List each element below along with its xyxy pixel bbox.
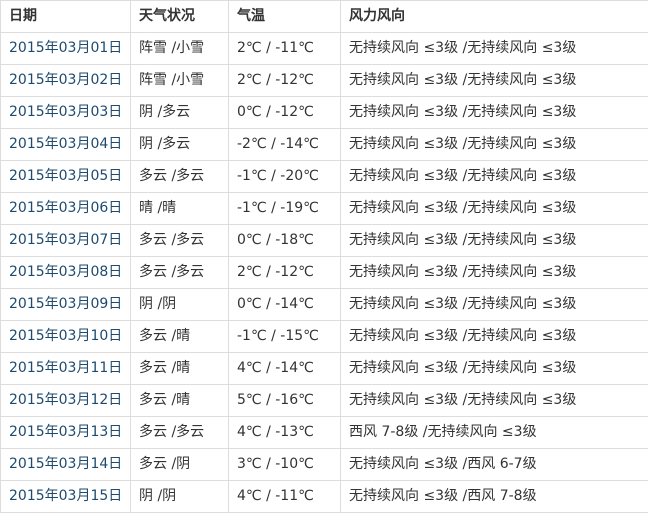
wind-cell: 无持续风向 ≤3级 /无持续风向 ≤3级	[340, 352, 648, 385]
date-link[interactable]: 2015年03月09日	[9, 296, 123, 312]
date-cell: 2015年03月04日	[0, 128, 131, 161]
temperature-cell: -2℃ / -14℃	[228, 128, 341, 161]
weather-cell: 多云 /多云	[130, 256, 229, 289]
date-link[interactable]: 2015年03月12日	[9, 392, 123, 408]
date-cell: 2015年03月07日	[0, 224, 131, 257]
date-cell: 2015年03月15日	[0, 480, 131, 513]
temperature-cell: 4℃ / -11℃	[228, 480, 341, 513]
table-body: 2015年03月01日 阵雪 /小雪 2℃ / -11℃ 无持续风向 ≤3级 /…	[0, 32, 648, 513]
date-link[interactable]: 2015年03月08日	[9, 264, 123, 280]
date-cell: 2015年03月01日	[0, 32, 131, 65]
column-header-date: 日期	[0, 0, 131, 33]
table-row: 2015年03月15日 阴 /阴 4℃ / -11℃ 无持续风向 ≤3级 /西风…	[0, 480, 648, 513]
temperature-cell: -1℃ / -15℃	[228, 320, 341, 353]
temperature-cell: 0℃ / -12℃	[228, 96, 341, 129]
temperature-cell: -1℃ / -20℃	[228, 160, 341, 193]
temperature-cell: -1℃ / -19℃	[228, 192, 341, 225]
weather-cell: 阴 /多云	[130, 128, 229, 161]
temperature-cell: 5℃ / -16℃	[228, 384, 341, 417]
temperature-cell: 2℃ / -12℃	[228, 64, 341, 97]
date-cell: 2015年03月12日	[0, 384, 131, 417]
weather-cell: 阴 /阴	[130, 480, 229, 513]
table-row: 2015年03月10日 多云 /晴 -1℃ / -15℃ 无持续风向 ≤3级 /…	[0, 320, 648, 353]
date-link[interactable]: 2015年03月15日	[9, 488, 123, 504]
wind-cell: 无持续风向 ≤3级 /无持续风向 ≤3级	[340, 320, 648, 353]
temperature-cell: 0℃ / -14℃	[228, 288, 341, 321]
temperature-cell: 2℃ / -11℃	[228, 32, 341, 65]
wind-cell: 无持续风向 ≤3级 /无持续风向 ≤3级	[340, 32, 648, 65]
date-link[interactable]: 2015年03月01日	[9, 40, 123, 56]
date-link[interactable]: 2015年03月05日	[9, 168, 123, 184]
date-cell: 2015年03月10日	[0, 320, 131, 353]
date-link[interactable]: 2015年03月06日	[9, 200, 123, 216]
date-cell: 2015年03月14日	[0, 448, 131, 481]
weather-cell: 多云 /晴	[130, 352, 229, 385]
table-row: 2015年03月03日 阴 /多云 0℃ / -12℃ 无持续风向 ≤3级 /无…	[0, 96, 648, 129]
temperature-cell: 2℃ / -12℃	[228, 256, 341, 289]
weather-cell: 阵雪 /小雪	[130, 64, 229, 97]
date-cell: 2015年03月02日	[0, 64, 131, 97]
weather-cell: 阴 /多云	[130, 96, 229, 129]
wind-cell: 无持续风向 ≤3级 /无持续风向 ≤3级	[340, 384, 648, 417]
table-row: 2015年03月09日 阴 /阴 0℃ / -14℃ 无持续风向 ≤3级 /无持…	[0, 288, 648, 321]
wind-cell: 无持续风向 ≤3级 /无持续风向 ≤3级	[340, 160, 648, 193]
wind-cell: 无持续风向 ≤3级 /西风 6-7级	[340, 448, 648, 481]
table-row: 2015年03月08日 多云 /多云 2℃ / -12℃ 无持续风向 ≤3级 /…	[0, 256, 648, 289]
wind-cell: 无持续风向 ≤3级 /无持续风向 ≤3级	[340, 64, 648, 97]
weather-cell: 阴 /阴	[130, 288, 229, 321]
date-link[interactable]: 2015年03月10日	[9, 328, 123, 344]
table-row: 2015年03月05日 多云 /多云 -1℃ / -20℃ 无持续风向 ≤3级 …	[0, 160, 648, 193]
date-link[interactable]: 2015年03月14日	[9, 456, 123, 472]
table-row: 2015年03月11日 多云 /晴 4℃ / -14℃ 无持续风向 ≤3级 /无…	[0, 352, 648, 385]
wind-cell: 无持续风向 ≤3级 /西风 7-8级	[340, 480, 648, 513]
wind-cell: 无持续风向 ≤3级 /无持续风向 ≤3级	[340, 192, 648, 225]
table-row: 2015年03月02日 阵雪 /小雪 2℃ / -12℃ 无持续风向 ≤3级 /…	[0, 64, 648, 97]
temperature-cell: 3℃ / -10℃	[228, 448, 341, 481]
weather-cell: 阵雪 /小雪	[130, 32, 229, 65]
date-cell: 2015年03月03日	[0, 96, 131, 129]
column-header-wind: 风力风向	[340, 0, 648, 33]
wind-cell: 无持续风向 ≤3级 /无持续风向 ≤3级	[340, 224, 648, 257]
weather-cell: 多云 /晴	[130, 320, 229, 353]
wind-cell: 西风 7-8级 /无持续风向 ≤3级	[340, 416, 648, 449]
wind-cell: 无持续风向 ≤3级 /无持续风向 ≤3级	[340, 288, 648, 321]
table-row: 2015年03月13日 多云 /多云 4℃ / -13℃ 西风 7-8级 /无持…	[0, 416, 648, 449]
date-link[interactable]: 2015年03月13日	[9, 424, 123, 440]
temperature-cell: 4℃ / -13℃	[228, 416, 341, 449]
date-cell: 2015年03月06日	[0, 192, 131, 225]
table-row: 2015年03月06日 晴 /晴 -1℃ / -19℃ 无持续风向 ≤3级 /无…	[0, 192, 648, 225]
date-cell: 2015年03月13日	[0, 416, 131, 449]
table-header-row: 日期 天气状况 气温 风力风向	[0, 0, 648, 33]
date-link[interactable]: 2015年03月04日	[9, 136, 123, 152]
temperature-cell: 4℃ / -14℃	[228, 352, 341, 385]
table-row: 2015年03月07日 多云 /多云 0℃ / -18℃ 无持续风向 ≤3级 /…	[0, 224, 648, 257]
weather-cell: 多云 /多云	[130, 160, 229, 193]
date-cell: 2015年03月05日	[0, 160, 131, 193]
table-row: 2015年03月01日 阵雪 /小雪 2℃ / -11℃ 无持续风向 ≤3级 /…	[0, 32, 648, 65]
weather-cell: 多云 /晴	[130, 384, 229, 417]
date-cell: 2015年03月09日	[0, 288, 131, 321]
weather-cell: 多云 /多云	[130, 224, 229, 257]
column-header-weather: 天气状况	[130, 0, 229, 33]
temperature-cell: 0℃ / -18℃	[228, 224, 341, 257]
weather-cell: 多云 /阴	[130, 448, 229, 481]
date-cell: 2015年03月08日	[0, 256, 131, 289]
date-link[interactable]: 2015年03月11日	[9, 360, 123, 376]
wind-cell: 无持续风向 ≤3级 /无持续风向 ≤3级	[340, 96, 648, 129]
date-link[interactable]: 2015年03月02日	[9, 72, 123, 88]
date-link[interactable]: 2015年03月07日	[9, 232, 123, 248]
table-row: 2015年03月12日 多云 /晴 5℃ / -16℃ 无持续风向 ≤3级 /无…	[0, 384, 648, 417]
weather-cell: 多云 /多云	[130, 416, 229, 449]
table-row: 2015年03月14日 多云 /阴 3℃ / -10℃ 无持续风向 ≤3级 /西…	[0, 448, 648, 481]
wind-cell: 无持续风向 ≤3级 /无持续风向 ≤3级	[340, 128, 648, 161]
table-row: 2015年03月04日 阴 /多云 -2℃ / -14℃ 无持续风向 ≤3级 /…	[0, 128, 648, 161]
weather-cell: 晴 /晴	[130, 192, 229, 225]
column-header-temp: 气温	[228, 0, 341, 33]
wind-cell: 无持续风向 ≤3级 /无持续风向 ≤3级	[340, 256, 648, 289]
date-cell: 2015年03月11日	[0, 352, 131, 385]
date-link[interactable]: 2015年03月03日	[9, 104, 123, 120]
